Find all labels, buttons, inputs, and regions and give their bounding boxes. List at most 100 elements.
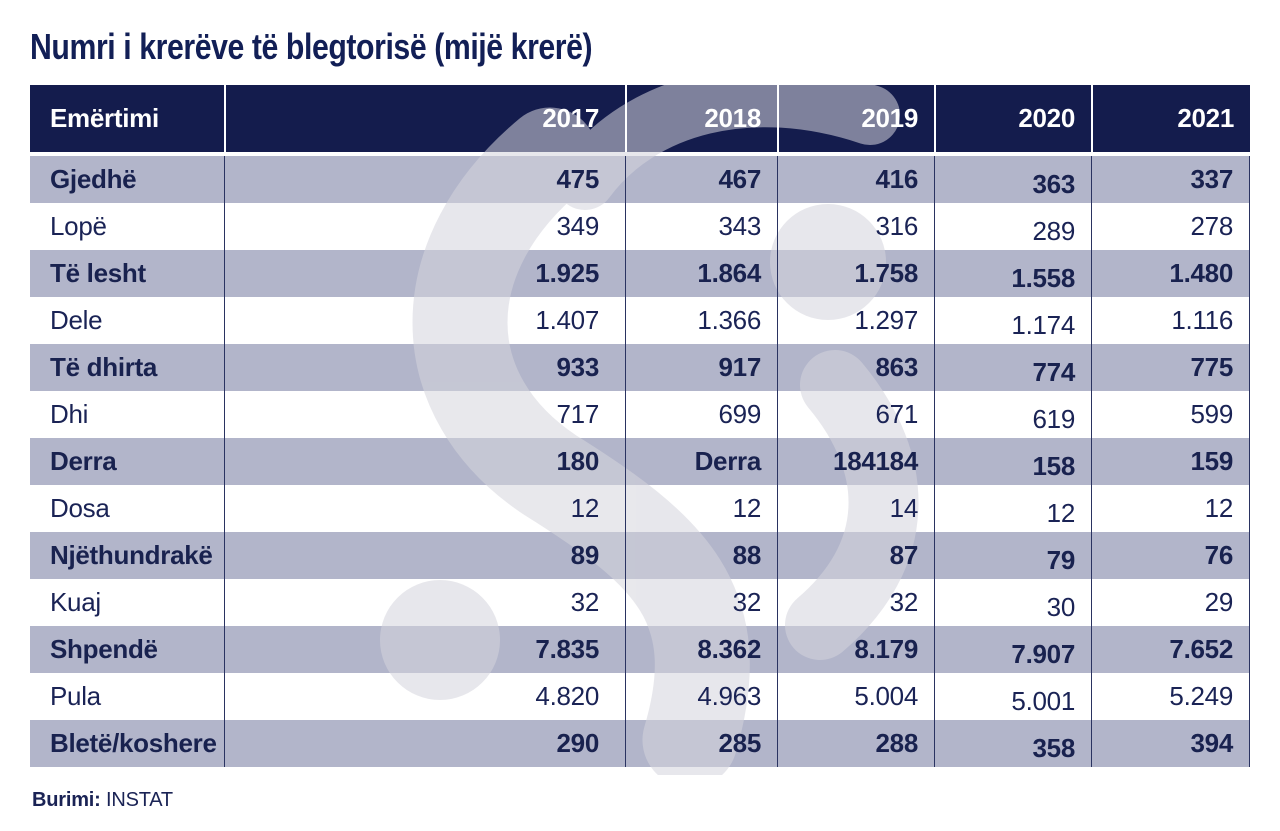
table-cell: 88 [625,532,777,579]
cell-value: 717 [556,399,600,429]
table-cell: 32 [777,579,934,626]
table-cell: 343 [625,203,777,250]
row-label: Të dhirta [50,352,158,382]
table-cell: 87 [777,532,934,579]
table-row: Gjedhë 475 467 416 363 337 [30,156,1250,203]
table-row: Kuaj 32 32 32 30 29 [30,579,1250,626]
cell-value: 289 [1032,216,1076,246]
table-cell: 288 [777,720,934,767]
cell-value: 5.004 [854,681,918,711]
table-cell: Dele [30,297,224,344]
table-cell: 1.174 [934,297,1091,344]
table-cell: 1.297 [777,297,934,344]
cell-value: 394 [1190,728,1234,758]
table-cell: 671 [777,391,934,438]
table-cell: 29 [1091,579,1250,626]
page-title: Numri i krerëve të blegtorisë (mijë krer… [30,26,593,67]
row-label: Gjedhë [50,164,137,194]
cell-value: 288 [875,728,919,758]
table-cell: Kuaj [30,579,224,626]
table-cell: 599 [1091,391,1250,438]
cell-value: 12 [570,493,600,523]
table-cell: 5.249 [1091,673,1250,720]
table-cell: 289 [934,203,1091,250]
column-header: 2017 [542,103,599,133]
table-row: Bletë/koshere 290 285 288 358 394 [30,720,1250,767]
cell-value: 4.963 [697,681,761,711]
cell-value: 14 [889,493,919,523]
cell-value: 1.758 [854,258,918,288]
cell-value: 8.362 [697,634,761,664]
row-label: Të lesht [50,258,146,288]
table-cell: 7.835 [224,626,625,673]
row-label: Dhi [50,399,89,429]
table-row: Shpendë 7.835 8.362 8.179 7.907 7.652 [30,626,1250,673]
table-cell: 180 [224,438,625,485]
cell-value: 1.174 [1011,310,1075,340]
cell-value: 1.116 [1171,305,1233,335]
cell-value: 619 [1032,404,1076,434]
table-cell: 278 [1091,203,1250,250]
cell-value: 12 [732,493,762,523]
cell-value: 1.366 [697,305,761,335]
cell-value: 8.179 [854,634,918,664]
cell-value: 699 [718,399,762,429]
cell-value: 29 [1204,587,1234,617]
table-cell: Bletë/koshere [30,720,224,767]
livestock-table: Emërtimi 2017 2018 2019 2020 2021 Gjedhë… [30,85,1250,775]
table-cell: 363 [934,156,1091,203]
cell-value: 475 [556,164,600,194]
table-cell: Derra [30,438,224,485]
table-cell: Shpendë [30,626,224,673]
table-cell: 290 [224,720,625,767]
cell-value: 1.925 [535,258,599,288]
cell-value: 30 [1046,592,1076,622]
table-cell: 699 [625,391,777,438]
table-cell: 2019 [777,85,934,152]
table-cell: Pula [30,673,224,720]
table-cell: 1.758 [777,250,934,297]
table-cell: 2021 [1091,85,1250,152]
cell-value: 89 [570,540,600,570]
cell-value: 159 [1190,446,1234,476]
cell-value: 184184 [833,446,918,476]
table-row: Të lesht 1.925 1.864 1.758 1.558 1.480 [30,250,1250,297]
table-cell: Njëthundrakë [30,532,224,579]
cell-value: 285 [718,728,762,758]
table-cell: 285 [625,720,777,767]
cell-value: 290 [556,728,600,758]
table-cell: 32 [625,579,777,626]
table-cell: 337 [1091,156,1250,203]
cell-value: 349 [556,211,600,241]
cell-value: 774 [1032,357,1076,387]
table-cell: 1.925 [224,250,625,297]
cell-value: 599 [1190,399,1234,429]
cell-value: 32 [889,587,919,617]
cell-value: 88 [732,540,762,570]
row-label: Pula [50,681,101,711]
table-cell: 1.558 [934,250,1091,297]
table-cell: 774 [934,344,1091,391]
table-cell: 1.366 [625,297,777,344]
cell-value: 7.652 [1169,634,1233,664]
table-row: Pula 4.820 4.963 5.004 5.001 5.249 [30,673,1250,720]
cell-value: 363 [1032,169,1076,199]
cell-value: 775 [1190,352,1234,382]
cell-value: 316 [875,211,919,241]
cell-value: 358 [1032,733,1076,763]
table-cell: 4.820 [224,673,625,720]
table-cell: Dosa [30,485,224,532]
cell-value: 337 [1190,164,1234,194]
table-cell: Dhi [30,391,224,438]
table-cell: 467 [625,156,777,203]
table-row: Derra 180 Derra 184184 158 159 [30,438,1250,485]
row-label: Njëthundrakë [50,540,213,570]
row-label: Lopë [50,211,107,241]
cell-value: 5.001 [1011,686,1075,716]
table-cell: 7.652 [1091,626,1250,673]
cell-value: 1.864 [697,258,761,288]
table-cell: 717 [224,391,625,438]
table-cell: 1.864 [625,250,777,297]
table-cell: 619 [934,391,1091,438]
cell-value: 863 [875,352,919,382]
